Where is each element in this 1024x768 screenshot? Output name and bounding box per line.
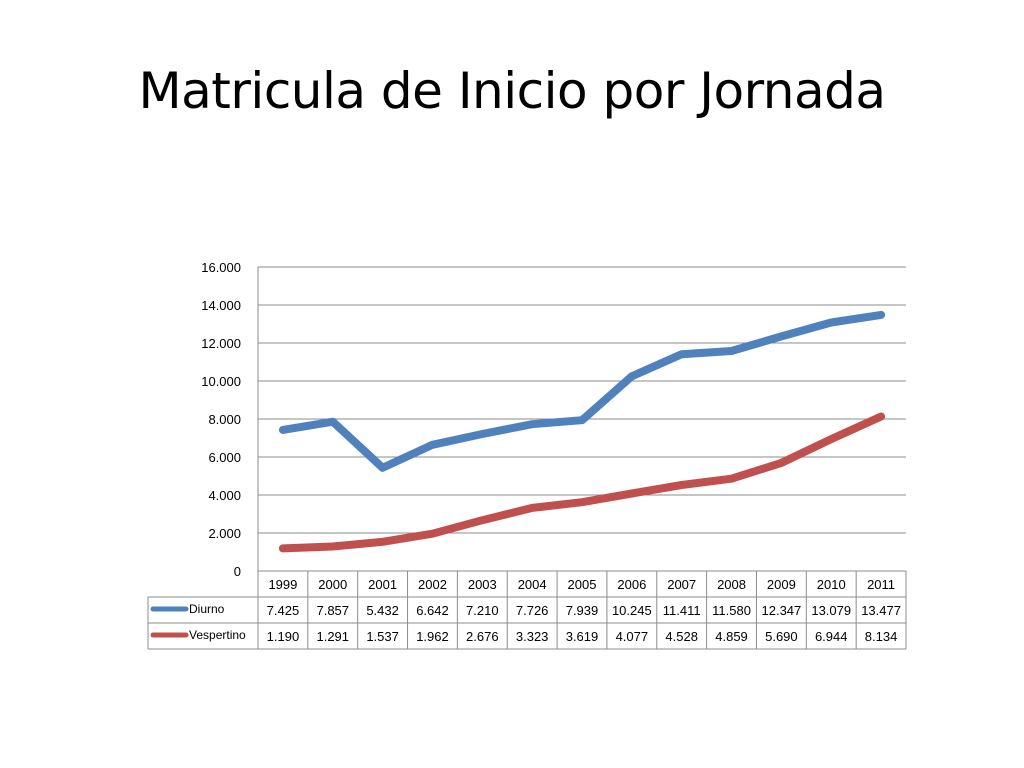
table-cell-value: 13.079 (811, 603, 851, 618)
data-point (780, 335, 782, 337)
data-point (531, 423, 533, 425)
series-lines (278, 310, 886, 553)
data-point (681, 353, 683, 355)
x-tick-label: 2001 (368, 577, 397, 592)
x-tick-label: 2006 (617, 577, 646, 592)
x-tick-label: 2008 (717, 577, 746, 592)
data-point (581, 419, 583, 421)
table-cell-value: 3.323 (516, 629, 549, 644)
table-cell-value: 3.619 (566, 629, 599, 644)
data-point (282, 547, 284, 549)
x-tick-label: 2004 (518, 577, 547, 592)
table-cell-value: 5.690 (765, 629, 798, 644)
x-tick-label: 2002 (418, 577, 447, 592)
table-cell-value: 10.245 (612, 603, 652, 618)
data-point (880, 314, 882, 316)
y-tick-label: 6.000 (208, 450, 241, 465)
table-cell-value: 13.477 (861, 603, 901, 618)
x-tick-label: 2009 (767, 577, 796, 592)
data-point (431, 444, 433, 446)
table-cell-value: 11.580 (712, 603, 751, 618)
y-tick-label: 0 (234, 564, 241, 579)
table-cell-value: 7.939 (566, 603, 599, 618)
table-cell-value: 1.962 (416, 629, 449, 644)
table-cell-value: 4.528 (665, 629, 698, 644)
x-tick-label: 2000 (318, 577, 347, 592)
series-line-vespertino (278, 412, 886, 553)
data-point (481, 433, 483, 435)
data-point (830, 438, 832, 440)
y-tick-label: 12.000 (201, 336, 241, 351)
data-point (631, 375, 633, 377)
table-cell-value: 4.077 (616, 629, 649, 644)
y-tick-label: 14.000 (201, 298, 241, 313)
series-line-diurno (278, 310, 886, 472)
data-point (830, 321, 832, 323)
data-point (581, 501, 583, 503)
table-cell-value: 2.676 (466, 629, 499, 644)
table-cell-value: 6.642 (416, 603, 449, 618)
x-tick-label: 2010 (817, 577, 846, 592)
data-point (431, 533, 433, 535)
y-tick-label: 8.000 (208, 412, 241, 427)
data-point (731, 478, 733, 480)
y-axis-tick-labels: 0 2.000 4.000 6.000 8.000 10.000 12.000 14.000 1… (201, 260, 241, 579)
data-point (531, 507, 533, 509)
table-cell-value: 8.134 (865, 629, 898, 644)
table-cell-value: 1.190 (267, 629, 300, 644)
x-tick-label: 2003 (468, 577, 497, 592)
legend-label: Vespertino (189, 628, 246, 642)
table-cell-value: 7.210 (466, 603, 499, 618)
data-point (481, 519, 483, 521)
data-point (382, 541, 384, 543)
data-point (880, 415, 882, 417)
y-tick-label: 2.000 (208, 526, 241, 541)
table-cell-value: 6.944 (815, 629, 848, 644)
table-cell-value: 11.411 (663, 603, 701, 618)
data-point (631, 493, 633, 495)
x-tick-label: 2007 (667, 577, 696, 592)
gridlines (257, 266, 906, 572)
data-point (681, 484, 683, 486)
y-tick-label: 10.000 (201, 374, 241, 389)
data-point (780, 462, 782, 464)
table-cell-value: 5.432 (366, 603, 399, 618)
data-table: 1999 2000 2001 2002 2003 2004 2005 2006 2007 2008… (147, 570, 907, 650)
table-cell-value: 7.857 (316, 603, 349, 618)
table-cell-value: 1.291 (316, 629, 349, 644)
data-point (282, 429, 284, 431)
table-cell-value: 7.726 (516, 603, 549, 618)
data-point (332, 545, 334, 547)
table-cell-value: 4.859 (715, 629, 748, 644)
legend-label: Diurno (189, 602, 225, 616)
x-tick-label: 2005 (568, 577, 597, 592)
slide-title: Matricula de Inicio por Jornada (138, 62, 886, 120)
y-tick-label: 16.000 (201, 260, 241, 275)
data-point (731, 350, 733, 352)
table-cell-value: 12.347 (762, 603, 802, 618)
data-point (332, 421, 334, 423)
x-tick-label: 2011 (867, 577, 895, 592)
table-cell-value: 1.537 (366, 629, 399, 644)
data-point (382, 467, 384, 469)
table-cell-value: 7.425 (267, 603, 300, 618)
x-tick-label: 1999 (268, 577, 297, 592)
y-tick-label: 4.000 (208, 488, 241, 503)
